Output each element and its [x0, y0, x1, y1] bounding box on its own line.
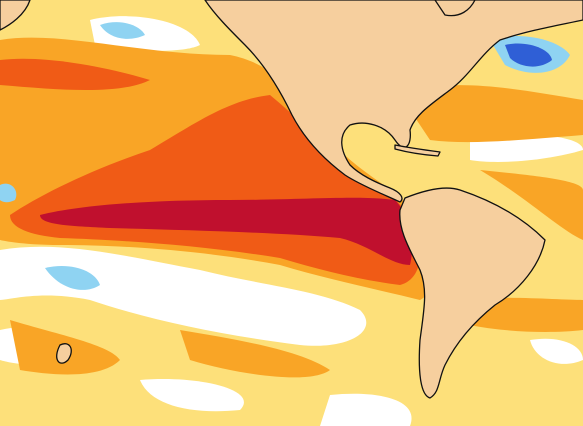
land: [0, 0, 583, 399]
cold-anomaly: [0, 22, 570, 290]
neutral-anomaly: [0, 16, 583, 426]
extreme-anomaly: [40, 197, 412, 265]
